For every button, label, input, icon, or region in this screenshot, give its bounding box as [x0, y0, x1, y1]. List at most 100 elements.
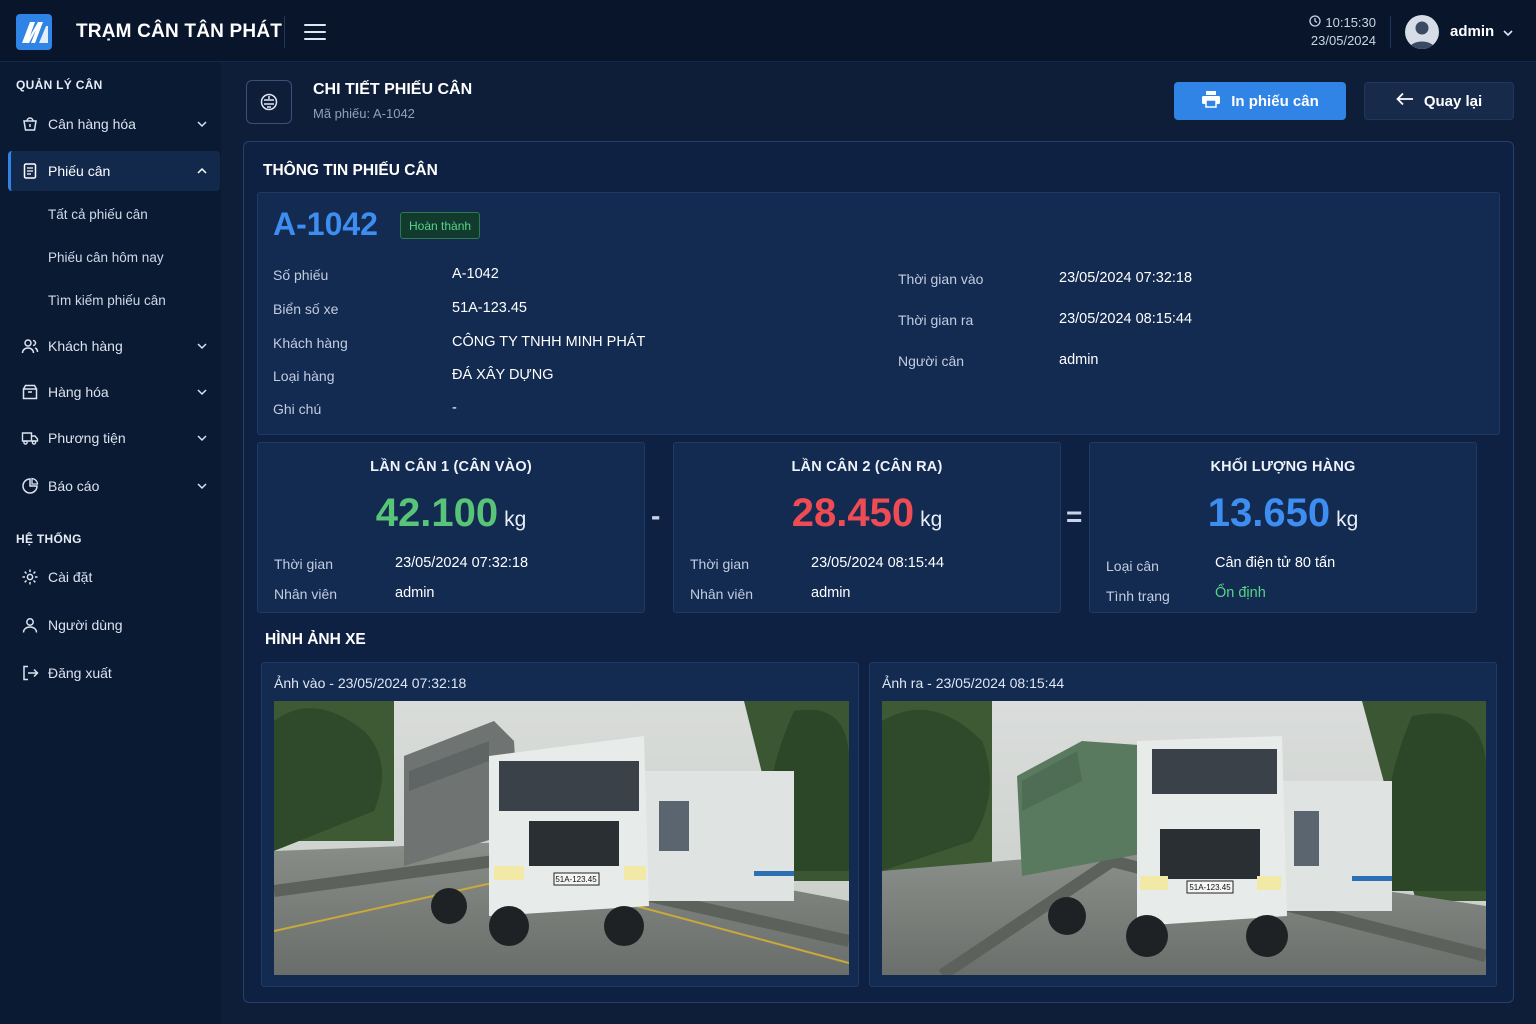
user-icon	[20, 615, 40, 635]
license-plate-text: 51A-123.45	[1189, 883, 1231, 892]
weigh-in-title: LẦN CÂN 1 (CÂN VÀO)	[370, 459, 532, 475]
field-label: Tình trạng	[1106, 588, 1170, 604]
sidebar-item-label: Phiếu cân	[48, 163, 111, 179]
chevron-down-icon	[196, 117, 208, 133]
sidebar-subitem-today-tickets[interactable]: Phiếu cân hôm nay	[48, 250, 164, 265]
sidebar-item-nguoi-dung[interactable]: Người dùng	[8, 605, 220, 645]
field-value: admin	[395, 585, 435, 601]
license-plate-text: 51A-123.45	[555, 875, 597, 884]
chevron-down-icon	[196, 479, 208, 495]
app-logo-icon[interactable]	[16, 14, 52, 50]
clock: 10:15:30 23/05/2024	[1309, 14, 1376, 50]
field-label: Ghi chú	[273, 401, 322, 417]
box-icon	[20, 382, 40, 402]
sidebar-item-label: Cân hàng hóa	[48, 116, 136, 132]
equals-sign: =	[1066, 501, 1083, 532]
clock-icon	[1309, 14, 1322, 32]
field-value: 23/05/2024 07:32:18	[395, 555, 529, 571]
clock-time: 10:15:30	[1325, 15, 1376, 30]
field-label: Người cân	[898, 353, 965, 369]
weigh-out-card: LẦN CÂN 2 (CÂN RA) 28.450 kg Thời gian 23…	[673, 442, 1061, 613]
entry-image-card: Ảnh vào - 23/05/2024 07:32:18 51A-1	[261, 662, 859, 987]
sidebar-item-label: Hàng hóa	[48, 384, 109, 400]
field-label: Nhân viên	[690, 586, 754, 602]
logout-icon	[20, 663, 40, 683]
print-ticket-label: In phiếu cân	[1231, 92, 1319, 110]
user-name[interactable]: admin	[1450, 23, 1495, 40]
field-label: Số phiếu	[273, 267, 329, 283]
exit-image-card: Ảnh ra - 23/05/2024 08:15:44 51A-123.45	[869, 662, 1497, 987]
weight-unit: kg	[1336, 508, 1359, 531]
hamburger-menu-icon[interactable]	[302, 20, 328, 44]
sidebar-item-label: Phương tiện	[48, 430, 126, 446]
field-label: Thời gian ra	[898, 312, 974, 328]
field-label: Loại cân	[1106, 558, 1159, 574]
field-label: Loại hàng	[273, 368, 335, 384]
sidebar-subitem-all-tickets[interactable]: Tất cả phiếu cân	[48, 207, 148, 222]
field-label: Thời gian	[274, 556, 333, 572]
sidebar	[0, 62, 221, 1024]
status-badge: Hoàn thành	[400, 212, 481, 239]
field-value: admin	[811, 585, 851, 601]
sidebar-item-label: Khách hàng	[48, 338, 123, 354]
field-value: 51A-123.45	[452, 300, 527, 316]
field-value: admin	[1059, 352, 1099, 368]
weigh-out-number: 28.450	[791, 491, 915, 535]
sidebar-item-cai-dat[interactable]: Cài đặt	[8, 557, 220, 597]
chevron-down-icon	[196, 385, 208, 401]
field-label: Nhân viên	[274, 586, 338, 602]
field-value: 23/05/2024 07:32:18	[1059, 270, 1193, 286]
page-title: CHI TIẾT PHIẾU CÂN	[313, 81, 473, 98]
sidebar-item-label: Báo cáo	[48, 478, 100, 494]
weigh-out-value: 28.450 kg	[674, 491, 1060, 536]
divider	[284, 16, 285, 48]
field-label: Thời gian vào	[898, 271, 984, 287]
weigh-out-title: LẦN CÂN 2 (CÂN RA)	[791, 459, 943, 475]
sidebar-section-title: HỆ THỐNG	[16, 532, 82, 546]
top-bar: TRẠM CÂN TÂN PHÁT 10:15:30 23/05/2024 ad…	[0, 0, 1536, 62]
print-ticket-button[interactable]: In phiếu cân	[1174, 82, 1346, 120]
net-weight-value: 13.650 kg	[1090, 491, 1476, 536]
minus-sign: -	[651, 500, 661, 531]
back-label: Quay lại	[1423, 92, 1483, 110]
truck-icon	[20, 428, 40, 448]
ticket-number: A-1042	[273, 206, 378, 242]
field-value: Cân điện tử 80 tấn	[1215, 555, 1336, 571]
user-avatar[interactable]	[1405, 15, 1439, 49]
pie-chart-icon	[20, 476, 40, 496]
entry-truck-photo[interactable]: 51A-123.45	[274, 701, 849, 975]
document-icon	[20, 161, 40, 181]
sidebar-item-bao-cao[interactable]: Báo cáo	[8, 466, 220, 506]
sidebar-item-phuong-tien[interactable]: Phương tiện	[8, 418, 220, 458]
field-value: -	[452, 400, 457, 416]
chevron-down-icon	[196, 339, 208, 355]
back-button[interactable]: Quay lại	[1364, 82, 1514, 120]
arrow-left-icon	[1396, 92, 1414, 110]
sidebar-item-khach-hang[interactable]: Khách hàng	[8, 326, 220, 366]
chevron-down-icon	[196, 431, 208, 447]
divider	[1390, 16, 1391, 48]
chevron-down-icon[interactable]	[1502, 26, 1514, 44]
sidebar-section-title: QUẢN LÝ CÂN	[16, 78, 103, 92]
sidebar-item-label: Người dùng	[48, 617, 123, 633]
scale-icon	[20, 114, 40, 134]
exit-image-caption: Ảnh ra - 23/05/2024 08:15:44	[882, 675, 1065, 691]
net-weight-number: 13.650	[1207, 491, 1331, 535]
printer-icon	[1201, 90, 1221, 112]
field-value: CÔNG TY TNHH MINH PHÁT	[452, 334, 646, 350]
sidebar-subitem-search-tickets[interactable]: Tìm kiếm phiếu cân	[48, 293, 166, 308]
sidebar-item-can-hang-hoa[interactable]: Cân hàng hóa	[8, 104, 220, 144]
sidebar-item-label: Đăng xuất	[48, 665, 112, 681]
vehicle-images-title: HÌNH ẢNH XE	[265, 631, 366, 648]
field-value: 23/05/2024 08:15:44	[1059, 311, 1193, 327]
sidebar-item-dang-xuat[interactable]: Đăng xuất	[8, 653, 220, 693]
sidebar-item-phieu-can[interactable]: Phiếu cân	[8, 151, 220, 191]
entry-image-caption: Ảnh vào - 23/05/2024 07:32:18	[274, 675, 467, 691]
sidebar-item-hang-hoa[interactable]: Hàng hóa	[8, 372, 220, 412]
field-label: Biển số xe	[273, 301, 339, 317]
field-label: Thời gian	[690, 556, 749, 572]
exit-truck-photo[interactable]: 51A-123.45	[882, 701, 1486, 975]
weigh-in-number: 42.100	[375, 491, 499, 535]
clock-date: 23/05/2024	[1310, 33, 1376, 48]
page-subtitle: Mã phiếu: A-1042	[313, 106, 415, 121]
